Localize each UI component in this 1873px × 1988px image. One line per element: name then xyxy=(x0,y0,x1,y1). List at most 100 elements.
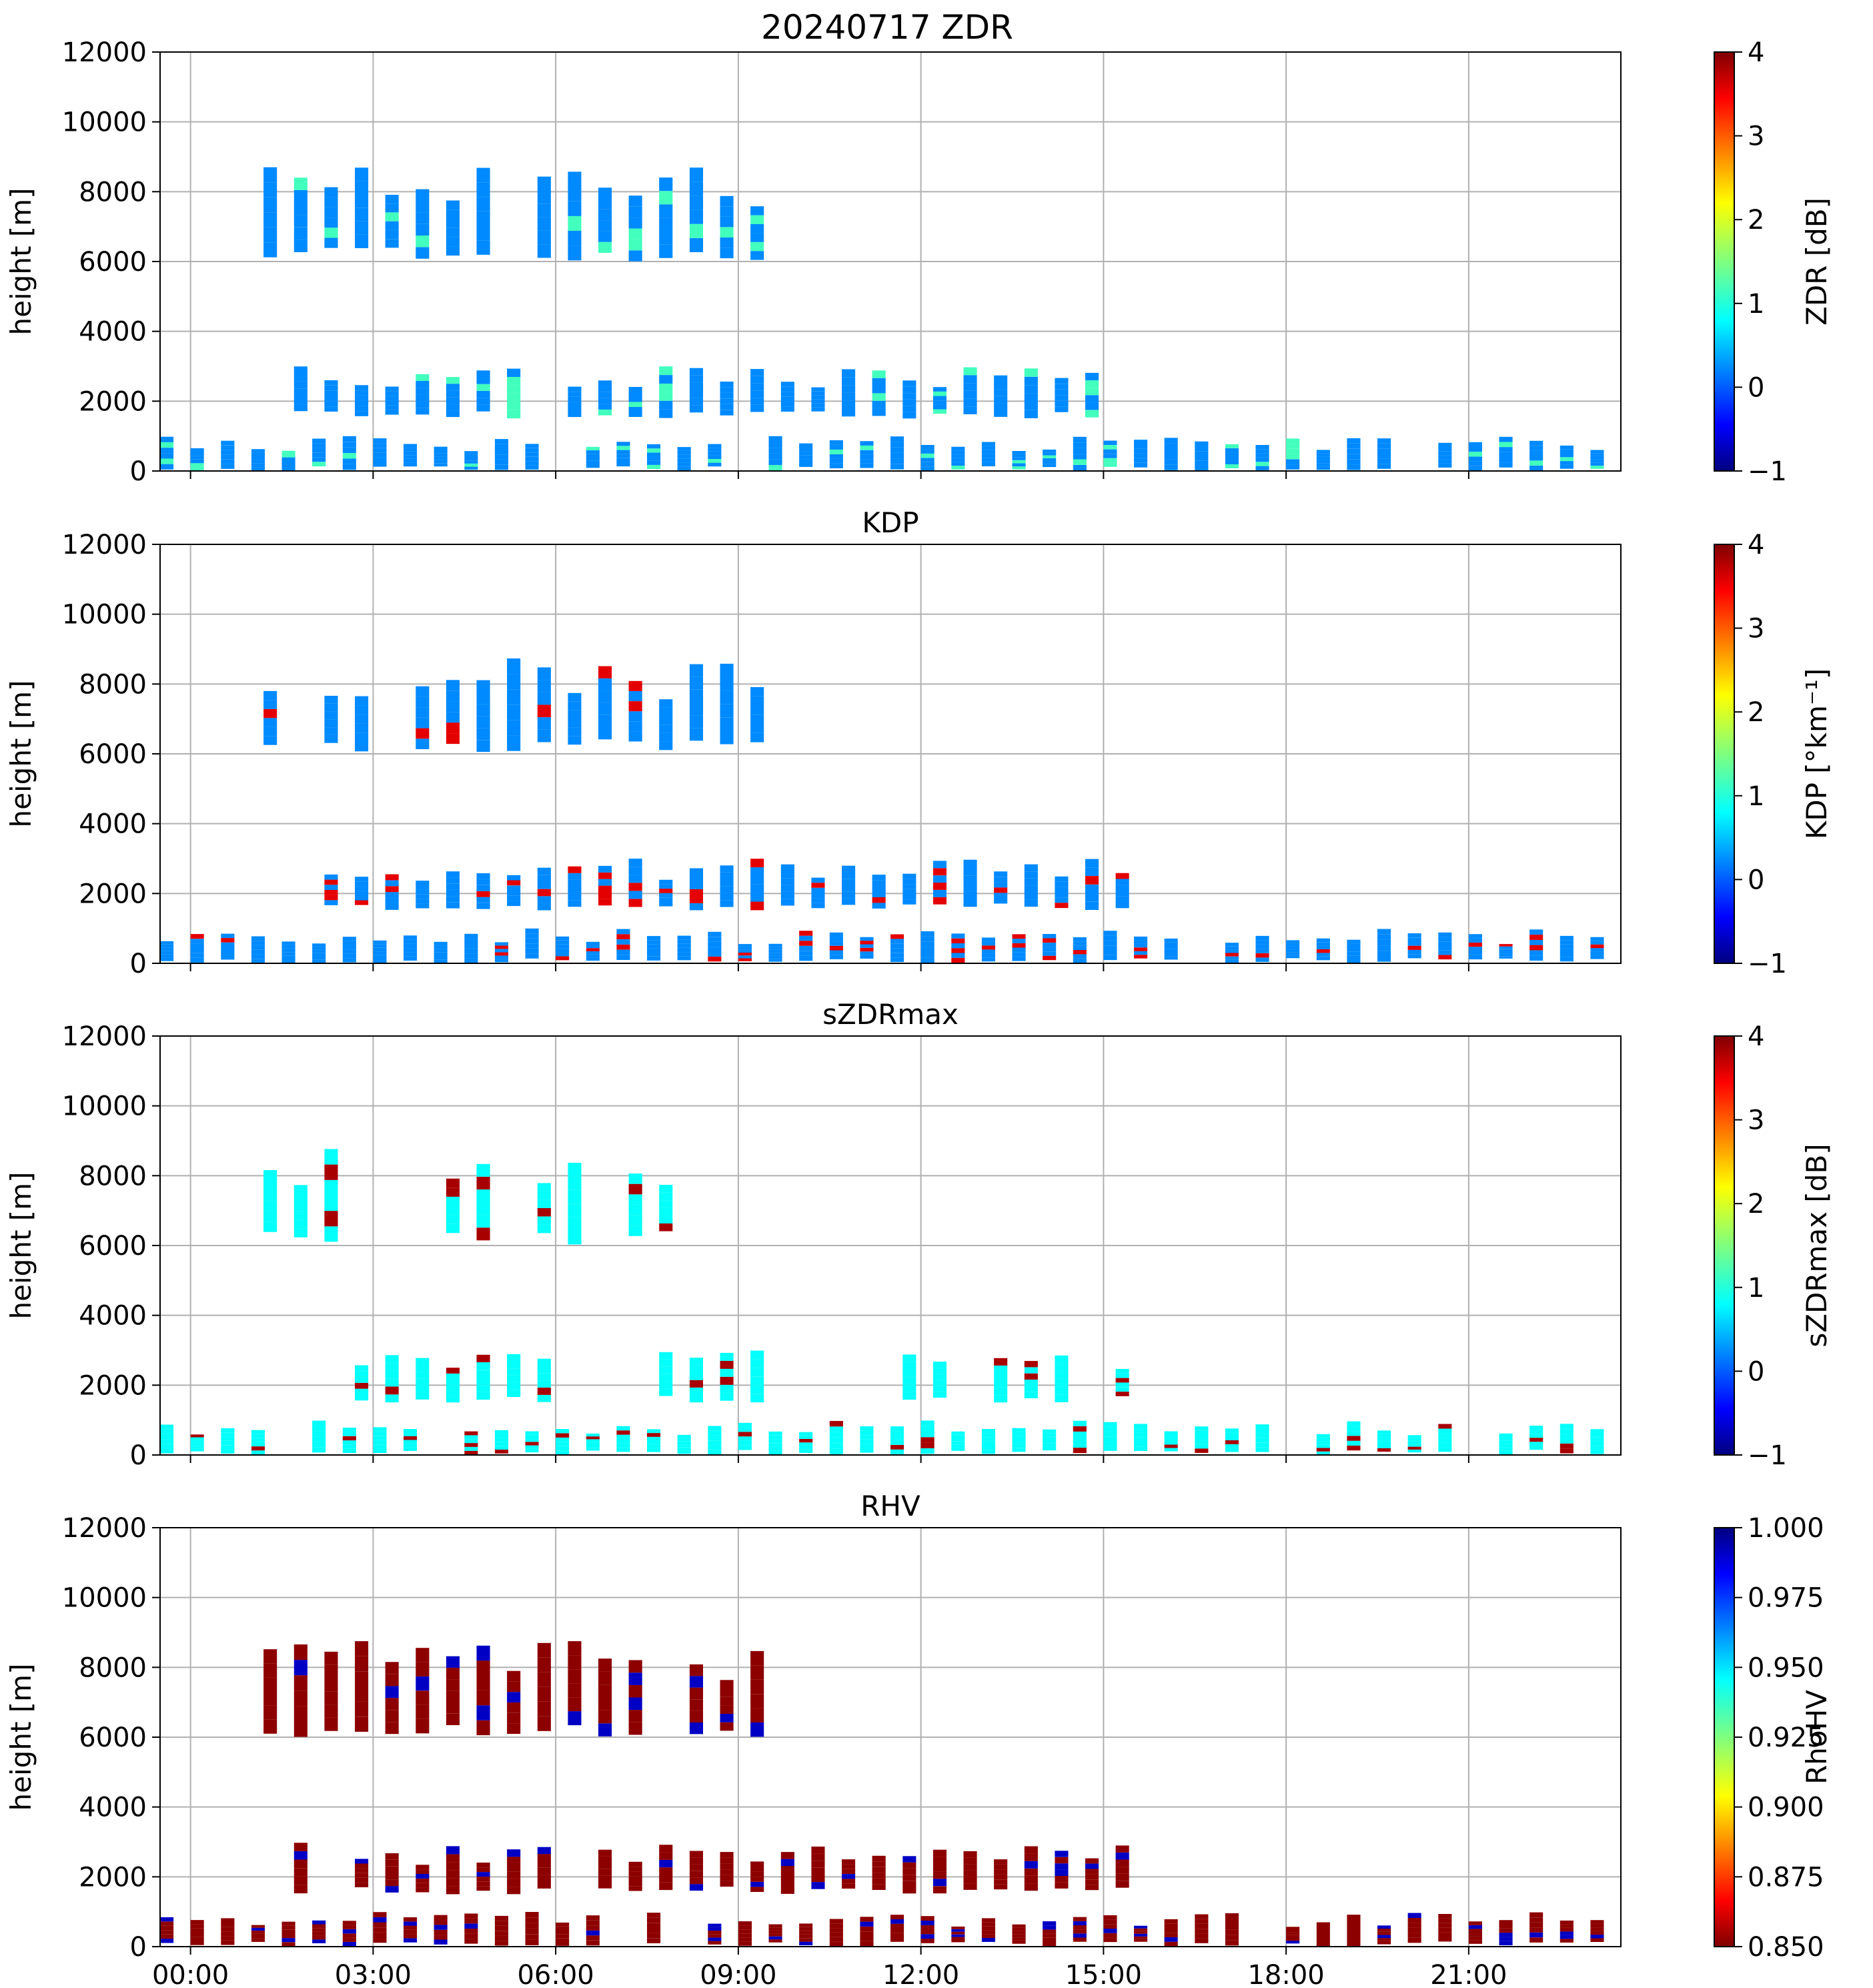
data-cell xyxy=(537,1657,551,1672)
data-cell xyxy=(568,900,582,907)
data-cell xyxy=(1316,1451,1330,1455)
data-cell xyxy=(963,375,977,383)
data-cell xyxy=(1195,460,1209,466)
data-cell xyxy=(677,943,691,948)
data-cell xyxy=(1043,938,1057,943)
data-cell xyxy=(1225,959,1239,963)
data-cell xyxy=(963,1857,977,1865)
data-cell xyxy=(1590,1931,1604,1935)
data-cell xyxy=(890,1436,904,1440)
data-cell xyxy=(221,1918,235,1923)
data-cell xyxy=(720,1392,734,1401)
data-cell xyxy=(355,1868,369,1873)
data-cell xyxy=(1590,450,1604,454)
data-cell xyxy=(446,200,460,210)
data-cell xyxy=(1012,1444,1026,1448)
data-cell xyxy=(464,1923,478,1929)
data-cell xyxy=(750,1679,764,1694)
data-cell xyxy=(932,1864,947,1872)
data-cell xyxy=(1085,867,1099,876)
x-tick-label: 18:00 xyxy=(1247,1960,1324,1988)
data-cell xyxy=(464,1933,478,1939)
panel-zdr-grid xyxy=(160,51,1621,472)
y-tick-label: 4000 xyxy=(79,809,147,840)
data-cell xyxy=(689,181,703,196)
data-cell xyxy=(446,1205,460,1215)
data-cell xyxy=(1134,940,1148,944)
data-cell xyxy=(598,1863,612,1869)
data-cell xyxy=(1024,385,1038,394)
data-cell xyxy=(1286,454,1300,460)
data-cell xyxy=(1438,451,1452,456)
panel-szdrmax-colorbar-label: sZDRmax [dB] xyxy=(1800,1143,1833,1347)
data-cell xyxy=(598,1723,612,1736)
data-cell xyxy=(373,462,387,467)
data-cell xyxy=(281,1938,295,1943)
data-cell xyxy=(951,948,965,953)
data-cell xyxy=(720,1696,734,1706)
data-cell xyxy=(537,1224,551,1233)
data-cell xyxy=(537,680,551,692)
data-cell xyxy=(1055,887,1069,893)
data-cell xyxy=(221,1449,235,1454)
data-cell xyxy=(537,667,551,680)
data-cell xyxy=(556,1437,570,1442)
data-cell xyxy=(659,375,673,384)
data-cell xyxy=(1377,1448,1391,1452)
data-cell xyxy=(293,1721,307,1737)
data-cell xyxy=(446,410,460,418)
data-cell xyxy=(373,443,387,448)
data-cell xyxy=(1195,451,1209,456)
data-cell xyxy=(494,1931,508,1936)
data-cell xyxy=(842,400,856,409)
data-cell xyxy=(1529,465,1543,471)
data-cell xyxy=(586,954,600,958)
data-cell xyxy=(981,1437,995,1442)
data-cell xyxy=(446,377,460,384)
data-cell xyxy=(373,951,387,955)
data-cell xyxy=(1073,1426,1087,1432)
data-cell xyxy=(750,1881,764,1887)
data-cell xyxy=(750,1385,764,1394)
data-cell xyxy=(251,1927,265,1931)
data-cell xyxy=(221,951,235,955)
data-cell xyxy=(1347,943,1361,948)
data-cell xyxy=(1286,1932,1300,1935)
data-cell xyxy=(1024,871,1038,879)
data-cell xyxy=(373,1444,387,1449)
data-cell xyxy=(385,1370,399,1379)
data-cell xyxy=(1529,950,1543,956)
panel-szdrmax-y-label: height [m] xyxy=(5,1172,37,1320)
data-cell xyxy=(920,449,934,454)
data-cell xyxy=(293,227,307,240)
data-cell xyxy=(476,1863,490,1867)
data-cell xyxy=(994,1395,1008,1403)
data-cell xyxy=(738,1933,752,1938)
data-cell xyxy=(738,1436,752,1441)
data-cell xyxy=(190,953,204,958)
data-cell xyxy=(355,1377,369,1383)
data-cell xyxy=(628,1672,642,1685)
data-cell xyxy=(355,1656,369,1672)
colorbar-tick-label: 1.000 xyxy=(1748,1513,1824,1544)
data-cell xyxy=(647,448,661,453)
data-cell xyxy=(720,1714,734,1722)
data-cell xyxy=(355,895,369,901)
data-cell xyxy=(842,1859,856,1865)
data-cell xyxy=(1024,893,1038,900)
data-cell xyxy=(872,393,886,401)
data-cell xyxy=(281,457,295,461)
data-cell xyxy=(750,884,764,893)
data-cell xyxy=(1407,1923,1421,1928)
data-cell xyxy=(404,1938,418,1943)
colorbar-tick-label: 4 xyxy=(1748,530,1764,560)
data-cell xyxy=(902,1354,916,1362)
data-cell xyxy=(994,1358,1008,1366)
data-cell xyxy=(708,1435,722,1441)
data-cell xyxy=(1438,442,1452,447)
data-cell xyxy=(1073,1420,1087,1426)
data-cell xyxy=(416,728,430,739)
data-cell xyxy=(750,1359,764,1368)
data-cell xyxy=(890,1444,904,1450)
data-cell xyxy=(1407,1933,1421,1938)
